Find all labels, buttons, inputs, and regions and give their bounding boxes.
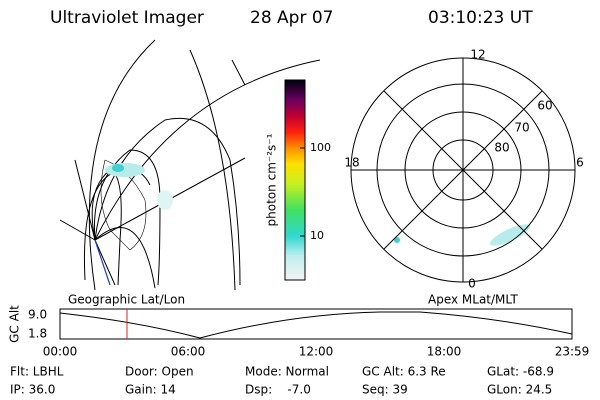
lat-label: 80: [494, 141, 509, 155]
mlt-label: 18: [344, 156, 359, 170]
mlt-label: 0: [468, 277, 476, 291]
mlt-label: 12: [470, 48, 485, 62]
panel-label: Geographic Lat/Lon: [68, 293, 185, 307]
colorbar-tick-label: 100: [310, 141, 331, 154]
time: 03:10:23 UT: [428, 8, 533, 28]
polar-plot: [350, 57, 576, 283]
panel-label: Apex MLat/MLT: [428, 293, 518, 307]
status-field: GLon: 24.5: [487, 383, 552, 397]
time-tick: 06:00: [171, 345, 206, 359]
mlt-label: 6: [576, 156, 584, 170]
time-tick: 23:59: [555, 345, 590, 359]
status-field: Door: Open: [125, 365, 194, 379]
altitude-ytick: 1.8: [28, 327, 47, 341]
time-tick: 18:00: [427, 345, 462, 359]
lat-label: 70: [514, 121, 529, 135]
status-field: Mode: Normal: [245, 365, 329, 379]
geographic-map: [59, 39, 321, 291]
status-field: Flt: LBHL: [10, 365, 64, 379]
status-field: IP: 36.0: [10, 383, 55, 397]
colorbar-label: photon cm⁻²s⁻¹: [265, 133, 279, 226]
status-field: Seq: 39: [362, 383, 408, 397]
status-field: Dsp: -7.0: [245, 383, 311, 397]
status-block: Flt: LBHL Door: Open Mode: Normal GC Alt: 6…: [10, 365, 554, 397]
altitude-plot: [59, 308, 573, 340]
time-tick: 12:00: [299, 345, 334, 359]
lat-label: 60: [537, 99, 552, 113]
colorbar: [284, 79, 306, 281]
date: 28 Apr 07: [250, 8, 333, 28]
time-tick: 00:00: [43, 345, 78, 359]
status-field: Gain: 14: [125, 383, 176, 397]
colorbar-tick-label: 10: [310, 229, 324, 242]
instrument: Ultraviolet Imager: [50, 8, 204, 28]
altitude-ytick: 9.0: [28, 308, 47, 322]
status-field: GLat: -68.9: [487, 365, 554, 379]
altitude-ylabel: GC Alt: [8, 305, 22, 343]
status-field: GC Alt: 6.3 Re: [362, 365, 446, 379]
